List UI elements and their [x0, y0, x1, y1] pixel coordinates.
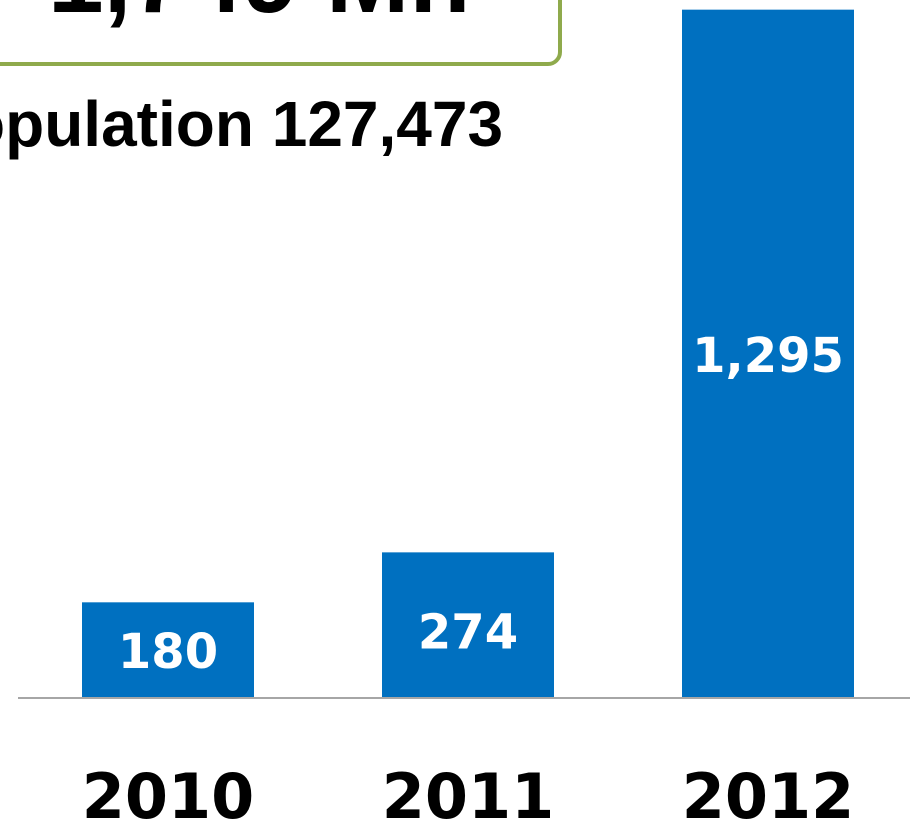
labels-layer: 180 2010 274 2011 1,295 2012: [82, 328, 855, 826]
data-label-2010: 180: [118, 624, 218, 680]
bar-2012: [682, 9, 854, 698]
bar-2010: [82, 602, 254, 698]
headline-value: 1,749 Mn: [48, 0, 470, 28]
x-tick-label-2010: 2010: [82, 760, 255, 821]
population-label: opulation 127,473: [0, 88, 504, 160]
data-label-2011: 274: [418, 604, 518, 660]
bar-2011: [382, 552, 554, 698]
x-tick-label-2011: 2011: [382, 760, 555, 821]
x-tick-label-2012: 2012: [682, 760, 855, 821]
bars-layer: [82, 9, 854, 698]
data-label-2012: 1,295: [692, 328, 844, 384]
headline-box: 1,749 Mn: [0, 0, 562, 66]
